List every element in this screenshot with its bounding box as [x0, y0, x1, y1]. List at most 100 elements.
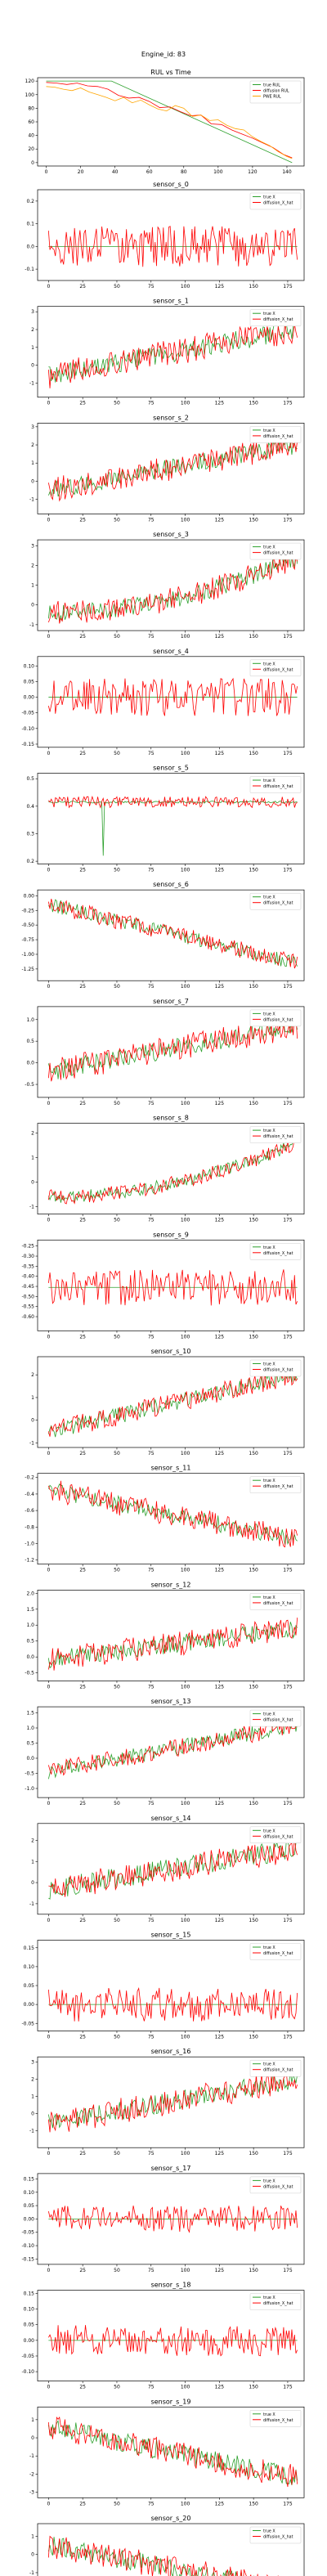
chart-18: sensor_s_17 0 25 50 75 100 125 150 175 -0.15 -0.10…	[21, 2165, 305, 2273]
y-tick-label: -0.40	[21, 1274, 34, 1280]
y-tick-label: -0.05	[21, 2354, 34, 2359]
chart-14: sensor_s_13 0 25 50 75 100 125 150 175 -1.0 -0.5 0.…	[25, 1698, 305, 1806]
x-tick-label: 150	[249, 517, 258, 523]
y-tick-label: 0	[31, 2111, 34, 2116]
series-group	[47, 550, 298, 624]
series-line	[47, 551, 298, 624]
x-tick-label: 175	[283, 868, 293, 873]
y-tick-label: 1.0	[26, 1726, 34, 1731]
y-tick-label: 0.00	[24, 2338, 35, 2344]
x-tick-label: 0	[47, 2035, 50, 2040]
y-tick-label: -1	[29, 2570, 34, 2576]
y-tick-label: 0	[31, 478, 34, 484]
series-line	[47, 2205, 298, 2233]
legend-label: true X	[263, 1945, 275, 1950]
y-tick-label: -2	[29, 2471, 34, 2477]
y-tick-label: 0.10	[24, 2190, 35, 2196]
x-tick-label: 150	[249, 284, 258, 289]
legend-label: true X	[263, 2062, 275, 2067]
y-tick-label: -0.10	[21, 2369, 34, 2375]
legend-box	[249, 2410, 302, 2427]
x-tick-label: 75	[148, 868, 155, 873]
y-tick-label: -0.15	[21, 742, 34, 747]
chart-20: sensor_s_19 0 25 50 75 100 125 150 175 -3 -2 -1 0 1 tr…	[29, 2398, 305, 2506]
plot-frame	[37, 1706, 305, 1798]
x-tick-label: 50	[114, 1568, 120, 1573]
chart-title: sensor_s_1	[153, 298, 189, 305]
plot-frame	[37, 1590, 305, 1681]
y-tick-label: 0.0	[26, 244, 34, 249]
y-tick-label: 0.2	[26, 199, 34, 204]
x-tick-label: 75	[148, 1101, 155, 1106]
x-tick-label: 75	[148, 284, 155, 289]
plot-frame	[37, 306, 305, 398]
chart-title: sensor_s_5	[153, 765, 189, 772]
y-tick-label: 0.3	[26, 832, 34, 837]
plot-frame	[37, 2406, 305, 2498]
y-tick-label: 2	[31, 327, 34, 333]
x-tick-label: 60	[146, 169, 153, 175]
x-tick-label: 0	[47, 1568, 50, 1573]
y-tick-label: -1.2	[25, 1558, 34, 1564]
x-tick-label: 25	[79, 2035, 86, 2040]
y-tick-label: 1	[31, 1395, 34, 1401]
y-tick-label: 0.05	[24, 1983, 35, 1989]
chart-9: sensor_s_8 0 25 50 75 100 125 150 175 -1 0 1 2 true X…	[29, 1115, 305, 1223]
legend-label: diffusion_X_hat	[263, 1017, 293, 1022]
plot-frame	[37, 656, 305, 748]
y-tick-label: 2	[31, 442, 34, 448]
y-tick-label: 0.5	[26, 1039, 34, 1044]
series-line	[47, 226, 298, 267]
y-tick-label: 0.10	[24, 2307, 35, 2313]
y-tick-label: 0.1	[26, 222, 34, 227]
y-tick-label: -0.50	[21, 1294, 34, 1299]
y-tick-label: 0.00	[24, 2002, 35, 2008]
y-tick-label: 80	[28, 105, 34, 111]
x-tick-label: 125	[215, 1684, 225, 1690]
y-tick-label: -1.0	[25, 1541, 34, 1546]
series-group	[47, 226, 298, 267]
x-tick-label: 175	[283, 1918, 293, 1923]
series-line	[47, 321, 298, 388]
y-tick-label: -1	[29, 1440, 34, 1446]
y-tick-label: -0.4	[25, 1492, 34, 1497]
x-tick-label: 125	[215, 1568, 225, 1573]
x-tick-label: 125	[215, 984, 225, 990]
y-tick-label: -0.05	[21, 2021, 34, 2026]
series-line	[47, 1139, 298, 1203]
series-line	[47, 1137, 298, 1205]
x-tick-label: 150	[249, 1451, 258, 1456]
series-line	[48, 899, 298, 967]
x-tick-label: 25	[79, 634, 86, 640]
x-tick-label: 150	[249, 634, 258, 640]
y-tick-label: -1.0	[25, 1786, 34, 1792]
series-line	[47, 1717, 298, 1776]
y-tick-label: -0.5	[25, 1671, 34, 1676]
plot-frame	[37, 1123, 305, 1214]
x-tick-label: 125	[215, 284, 225, 289]
x-tick-label: 50	[114, 2385, 120, 2390]
chart-title: sensor_s_11	[151, 1465, 191, 1472]
x-tick-label: 0	[47, 2151, 50, 2156]
y-tick-label: -3	[29, 2490, 34, 2496]
x-tick-label: 75	[148, 2035, 155, 2040]
x-tick-label: 100	[181, 634, 190, 640]
chart-title: sensor_s_14	[151, 1815, 191, 1822]
series-group	[47, 1480, 298, 1548]
legend-box	[249, 1009, 302, 1027]
x-tick-label: 100	[181, 751, 190, 756]
x-tick-label: 125	[215, 2151, 225, 2156]
series-line	[47, 2420, 298, 2485]
x-tick-label: 175	[283, 2385, 293, 2390]
legend-label: diffusion_X_hat	[263, 1601, 293, 1606]
x-tick-label: 150	[249, 1918, 258, 1923]
legend-label: diffusion_X_hat	[263, 1251, 293, 1256]
x-tick-label: 100	[181, 517, 190, 523]
x-tick-label: 120	[248, 169, 258, 175]
y-tick-label: -0.15	[21, 2256, 34, 2262]
x-tick-label: 150	[249, 1568, 258, 1573]
x-tick-label: 0	[47, 2268, 50, 2273]
y-tick-label: 2	[31, 1131, 34, 1137]
